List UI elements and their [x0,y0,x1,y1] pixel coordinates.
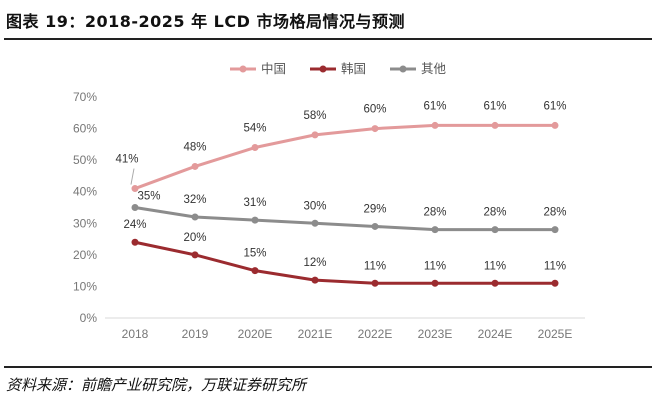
legend-swatch-marker [239,65,247,73]
x-tick-label: 2019 [182,327,209,341]
y-tick-label: 10% [73,279,97,293]
x-tick-label: 2022E [358,327,393,341]
data-label: 48% [183,141,206,153]
data-label: 61% [423,100,446,112]
data-label: 24% [123,219,146,231]
data-point [131,185,139,193]
y-tick-label: 20% [73,248,97,262]
data-point [131,204,139,211]
legend-item: 中国 [230,61,286,76]
legend-label: 中国 [261,61,286,76]
label-leader-line [130,168,135,185]
data-label: 20% [183,232,206,244]
x-tick-label: 2018 [122,327,149,341]
data-label: 60% [363,104,386,116]
series-line [134,240,555,285]
data-point [191,213,199,221]
data-point [251,144,259,152]
data-point [311,219,319,227]
legend-label: 韩国 [341,61,366,76]
legend-swatch-marker [399,65,407,73]
data-point [431,226,439,234]
data-point [491,121,499,129]
data-label: 11% [544,260,566,272]
data-label: 11% [364,260,386,272]
data-label: 11% [484,260,506,272]
data-label: 35% [137,191,160,203]
data-point [371,125,379,133]
x-axis: 2018 2019 2020E 2021E 2022E 2023E 2024E 2025E [105,317,585,341]
series-2: 35% 32% 31% 30% 29% 28% 28% 28% [131,191,567,234]
data-point [191,162,199,170]
y-tick-label: 50% [73,153,97,167]
data-label: 58% [303,110,326,122]
legend-swatch-marker [319,65,327,73]
plot-area: 41% 48% 54% 58% 60% 61% 61% 61% 24% 20% 15% 12% 11% 1… [115,100,567,287]
data-label: 31% [243,197,266,209]
data-label: 61% [483,100,506,112]
x-tick-label: 2020E [238,327,273,341]
data-point [131,238,139,246]
data-label: 28% [543,207,566,219]
data-point [371,222,379,230]
data-label: 54% [243,123,266,135]
data-point [431,279,439,287]
data-label: 61% [543,100,566,112]
data-label: 30% [303,200,326,212]
data-point [311,276,319,284]
data-label: 12% [303,257,326,269]
data-point [551,121,559,129]
legend-label: 其他 [421,61,447,76]
data-point [191,251,199,259]
source-note: 资料来源：前瞻产业研究院，万联证券研究所 [6,376,307,394]
figure-title: 图表 19：2018-2025 年 LCD 市场格局情况与预测 [6,12,405,31]
legend-item: 其他 [390,61,447,76]
series-line [134,123,555,190]
y-tick-label: 60% [73,122,97,136]
y-tick-label: 0% [80,311,98,325]
data-point [491,279,499,287]
data-point [311,131,319,139]
y-tick-label: 30% [73,216,97,230]
x-tick-label: 2021E [298,327,333,341]
y-tick-label: 40% [73,185,97,199]
data-label: 15% [243,248,266,260]
data-label: 32% [183,194,206,206]
x-tick-label: 2023E [418,327,453,341]
data-point [251,267,259,275]
y-tick-label: 70% [73,90,97,104]
series-line [134,206,555,232]
data-label: 11% [424,260,446,272]
x-tick-label: 2024E [478,327,513,341]
x-tick-label: 2025E [538,327,573,341]
data-point [551,226,559,234]
data-point [371,279,379,287]
top-divider [4,38,652,40]
data-label: 41% [115,154,138,166]
data-label: 28% [423,207,446,219]
legend-item: 韩国 [310,61,366,76]
data-point [251,216,259,224]
y-axis: 0% 10% 20% 30% 40% 50% 60% 70% [73,90,97,325]
data-label: 28% [483,207,506,219]
series-0: 41% 48% 54% 58% 60% 61% 61% 61% [115,100,567,193]
data-point [431,121,439,129]
bottom-divider [4,366,652,368]
data-label: 29% [363,203,386,215]
series-1: 24% 20% 15% 12% 11% 11% 11% 11% [123,219,566,287]
data-point [551,279,559,287]
data-point [491,226,499,234]
legend: 中国 韩国 其他 [230,61,447,76]
